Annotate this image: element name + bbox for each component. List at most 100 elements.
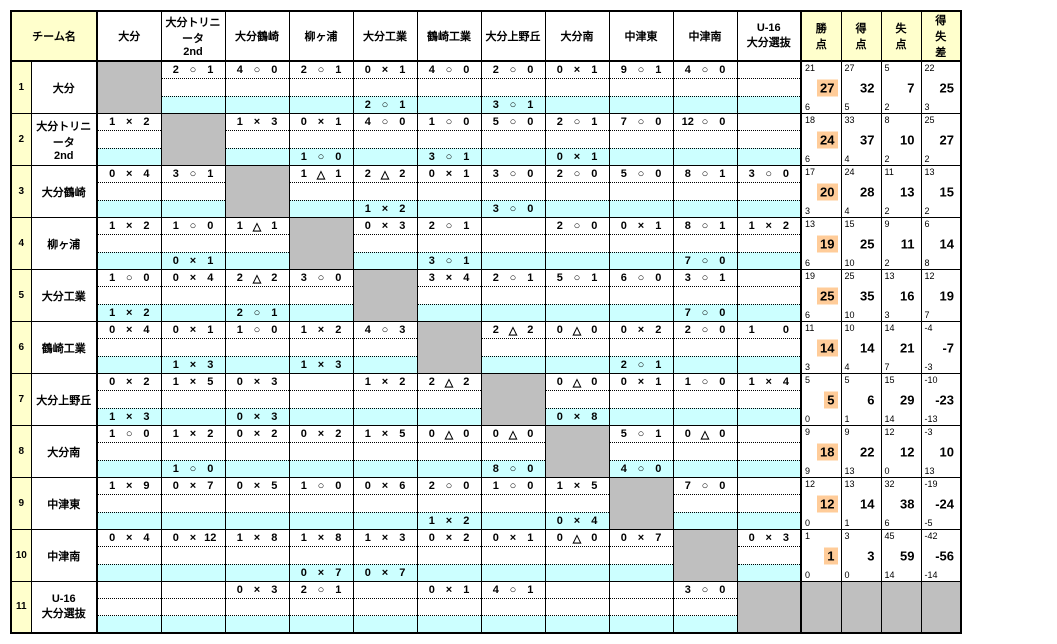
match-bottom: 1×2 xyxy=(97,304,161,321)
match-mid xyxy=(417,235,481,252)
match-mid xyxy=(545,547,609,564)
match-bottom xyxy=(609,564,673,581)
self-diagonal-cell xyxy=(97,61,161,114)
match-top xyxy=(737,114,801,131)
match-mid xyxy=(289,391,353,408)
stat-cell: 10414 xyxy=(841,322,881,374)
match-top: 1○0 xyxy=(673,374,737,391)
stat-lower: 0 xyxy=(805,518,810,528)
stat-upper: 12 xyxy=(925,271,935,281)
match-mid xyxy=(481,547,545,564)
match-top: 0×1 xyxy=(609,218,673,235)
team-name-cell: 中津東 xyxy=(31,478,97,530)
match-mid xyxy=(417,391,481,408)
stat-lower: 0 xyxy=(885,466,890,476)
match-mid xyxy=(673,183,737,200)
stat-upper: 5 xyxy=(805,375,810,385)
match-bottom xyxy=(609,96,673,114)
match-bottom xyxy=(417,304,481,321)
stat-cell: 303 xyxy=(841,530,881,582)
match-bottom xyxy=(737,96,801,114)
header-stat: 勝点 xyxy=(801,11,841,61)
match-mid xyxy=(161,547,225,564)
match-mid xyxy=(609,287,673,304)
stat-upper: 1 xyxy=(805,531,810,541)
stat-cell: 19625 xyxy=(801,270,841,322)
match-mid xyxy=(161,235,225,252)
stat-cell: 18624 xyxy=(801,114,841,166)
stat-cell: 516 xyxy=(841,374,881,426)
match-mid xyxy=(97,235,161,252)
match-top: 0×4 xyxy=(97,530,161,547)
match-top: 0×7 xyxy=(161,478,225,495)
match-top: 2○1 xyxy=(545,114,609,131)
stat-lower: 1 xyxy=(845,518,850,528)
match-mid xyxy=(417,183,481,200)
match-bottom xyxy=(97,564,161,581)
match-mid xyxy=(97,495,161,512)
stat-cell: 505 xyxy=(801,374,841,426)
stat-cell: 22325 xyxy=(921,61,961,114)
match-mid xyxy=(225,235,289,252)
match-top: 8○1 xyxy=(673,166,737,183)
match-top xyxy=(545,582,609,599)
match-top: 2△2 xyxy=(353,166,417,183)
match-mid xyxy=(481,443,545,460)
match-mid xyxy=(417,79,481,97)
match-top: 3○0 xyxy=(737,166,801,183)
stat-upper: 14 xyxy=(885,323,895,333)
match-bottom xyxy=(353,356,417,373)
match-bottom xyxy=(673,616,737,633)
match-top: 0×1 xyxy=(161,322,225,339)
match-bottom xyxy=(417,564,481,581)
stat-upper: 15 xyxy=(885,375,895,385)
stat-upper: -3 xyxy=(925,427,933,437)
header-opponent: 大分 xyxy=(97,11,161,61)
match-mid xyxy=(609,391,673,408)
match-mid xyxy=(673,339,737,356)
match-bottom xyxy=(737,304,801,321)
match-mid xyxy=(289,183,353,200)
match-mid xyxy=(161,391,225,408)
stat-lower: -3 xyxy=(925,362,933,372)
stat-cell: 13114 xyxy=(841,478,881,530)
match-mid xyxy=(545,339,609,356)
stat-lower: 6 xyxy=(805,310,810,320)
match-bottom xyxy=(481,304,545,321)
stat-cell: 151429 xyxy=(881,374,921,426)
match-top: 0×3 xyxy=(737,530,801,547)
match-top: 4○0 xyxy=(225,61,289,79)
stat-main: 13 xyxy=(897,183,917,200)
match-bottom xyxy=(97,252,161,269)
match-top: 0×7 xyxy=(609,530,673,547)
stat-lower: 7 xyxy=(885,362,890,372)
self-diagonal-cell xyxy=(737,582,801,633)
stat-upper: 22 xyxy=(925,63,935,73)
match-top: 0×2 xyxy=(609,322,673,339)
match-mid xyxy=(609,131,673,148)
match-mid xyxy=(545,131,609,148)
match-mid xyxy=(353,443,417,460)
stat-lower: 8 xyxy=(925,258,930,268)
match-mid xyxy=(161,183,225,200)
stat-upper: 9 xyxy=(845,427,850,437)
match-top: 2○0 xyxy=(673,322,737,339)
stat-upper: 9 xyxy=(805,427,810,437)
match-mid xyxy=(673,495,737,512)
stat-lower: 0 xyxy=(805,570,810,580)
match-bottom: 3○1 xyxy=(481,96,545,114)
self-diagonal-cell xyxy=(289,218,353,270)
match-bottom: 1×3 xyxy=(289,356,353,373)
match-mid xyxy=(737,495,801,512)
match-bottom xyxy=(481,616,545,633)
match-bottom: 0×1 xyxy=(161,252,225,269)
stat-upper: 13 xyxy=(925,167,935,177)
stat-upper: 9 xyxy=(885,219,890,229)
match-mid xyxy=(417,131,481,148)
stat-upper: 10 xyxy=(845,323,855,333)
match-mid xyxy=(225,79,289,97)
team-name-cell: 大分 xyxy=(31,61,97,114)
self-diagonal-cell xyxy=(481,374,545,426)
stat-upper: 18 xyxy=(805,115,815,125)
match-mid xyxy=(737,79,801,97)
